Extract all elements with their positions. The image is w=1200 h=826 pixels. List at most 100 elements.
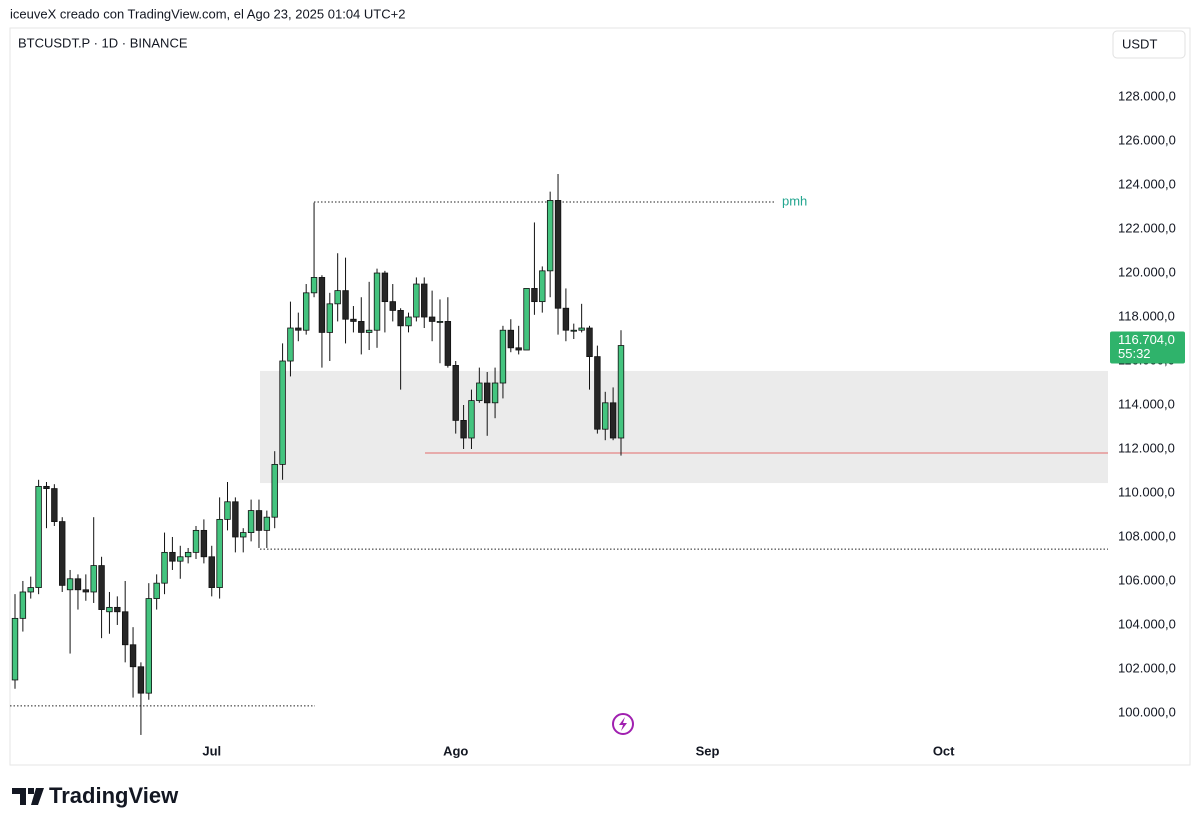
logo — [12, 788, 44, 805]
y-tick-label: 124.000,0 — [1118, 176, 1176, 191]
y-tick-label: 126.000,0 — [1118, 132, 1176, 147]
currency-button[interactable] — [1112, 30, 1186, 59]
last-price: 116.704,0 — [1118, 332, 1175, 347]
candle-body — [609, 402, 617, 439]
candle-body — [570, 329, 577, 332]
candle-body — [295, 327, 302, 331]
candle-body — [240, 532, 247, 538]
y-tick-label: 104.000,0 — [1118, 616, 1176, 631]
price-box — [1110, 331, 1185, 364]
candle-body — [35, 485, 42, 588]
candle-body — [452, 365, 459, 421]
candle-body — [594, 356, 601, 430]
candle-body — [476, 382, 483, 402]
candle-body — [90, 565, 97, 593]
candle-body — [515, 347, 522, 351]
frame — [9, 27, 1191, 766]
candle-body — [507, 329, 515, 349]
y-tick-label: 108.000,0 — [1118, 528, 1176, 543]
candle-body — [428, 316, 436, 322]
candle-body — [27, 587, 34, 593]
candle-body — [287, 327, 294, 362]
candle-body — [121, 611, 129, 646]
candle-body — [491, 382, 499, 404]
candle-body — [531, 288, 538, 303]
candle-body — [74, 578, 82, 591]
candle-body — [263, 516, 271, 531]
candle-body — [247, 510, 255, 533]
candle-body — [279, 360, 286, 465]
x-tick-label: Oct — [933, 743, 955, 758]
candle-body — [365, 329, 373, 333]
lightning-icon[interactable] — [612, 713, 634, 735]
candle-body — [468, 400, 475, 439]
candle-body — [216, 518, 223, 588]
x-tick-label: Sep — [696, 743, 720, 758]
candle-body — [350, 318, 357, 322]
candle-body — [232, 501, 239, 538]
candle-body — [334, 290, 341, 305]
candle-body — [11, 617, 19, 681]
candle-body — [381, 272, 389, 303]
candle-body — [255, 510, 263, 531]
candle-body — [523, 288, 530, 351]
candle-body — [460, 420, 467, 439]
candle-body — [421, 283, 428, 318]
candle-body — [177, 556, 184, 562]
candle-body — [617, 345, 625, 439]
candle-body — [413, 283, 420, 318]
candle-body — [114, 606, 121, 613]
y-tick-label: 106.000,0 — [1118, 572, 1176, 587]
candle-body — [59, 521, 66, 586]
candle-body — [145, 598, 152, 694]
candle-body — [302, 292, 310, 331]
y-tick-label: 128.000,0 — [1118, 89, 1176, 104]
candle-body — [106, 606, 113, 613]
candle-body — [562, 307, 570, 331]
y-tick-label: 100.000,0 — [1118, 704, 1176, 719]
zone — [260, 370, 1108, 484]
x-tick-label: Jul — [202, 743, 221, 758]
candle-body — [318, 277, 326, 333]
candle-body — [137, 666, 145, 694]
candle-body — [200, 529, 208, 558]
candle-body — [554, 200, 562, 309]
candle-body — [224, 501, 231, 520]
candle-body — [161, 551, 168, 584]
y-tick-label: 102.000,0 — [1118, 660, 1176, 675]
candle-body — [444, 321, 452, 366]
candle-body — [169, 551, 176, 562]
credit: iceuveX creado con TradingView.com, el A… — [10, 6, 405, 21]
level-label: pmh — [782, 193, 807, 208]
currency[interactable]: USDT — [1122, 36, 1157, 51]
x-tick-label: Ago — [443, 743, 468, 758]
candle-body — [129, 644, 137, 668]
candle-body — [184, 551, 192, 558]
candle-body — [358, 321, 365, 333]
candle-body — [602, 402, 609, 430]
candle-body — [153, 582, 160, 599]
y-tick-label: 122.000,0 — [1118, 220, 1176, 235]
candle-body — [483, 382, 491, 404]
y-tick-label: 112.000,0 — [1118, 440, 1175, 455]
candle-body — [98, 565, 105, 610]
candle-body — [586, 327, 593, 358]
candle-body — [546, 200, 554, 272]
candle-body — [499, 329, 507, 384]
candle-body — [342, 290, 349, 320]
countdown: 55:32 — [1118, 346, 1151, 361]
candle-body — [373, 272, 381, 331]
candle-body — [389, 301, 396, 311]
y-tick-label: 120.000,0 — [1118, 264, 1176, 279]
candle-body — [271, 463, 278, 518]
candle-body — [19, 591, 27, 619]
candle-body — [397, 310, 404, 327]
candle-body — [43, 485, 50, 489]
candle-body — [66, 578, 74, 591]
candle-body — [539, 270, 546, 303]
candle-body — [51, 488, 58, 522]
candle-body — [405, 316, 412, 327]
y-tick-label: 118.000,0 — [1118, 308, 1175, 323]
candle-body — [208, 556, 215, 588]
